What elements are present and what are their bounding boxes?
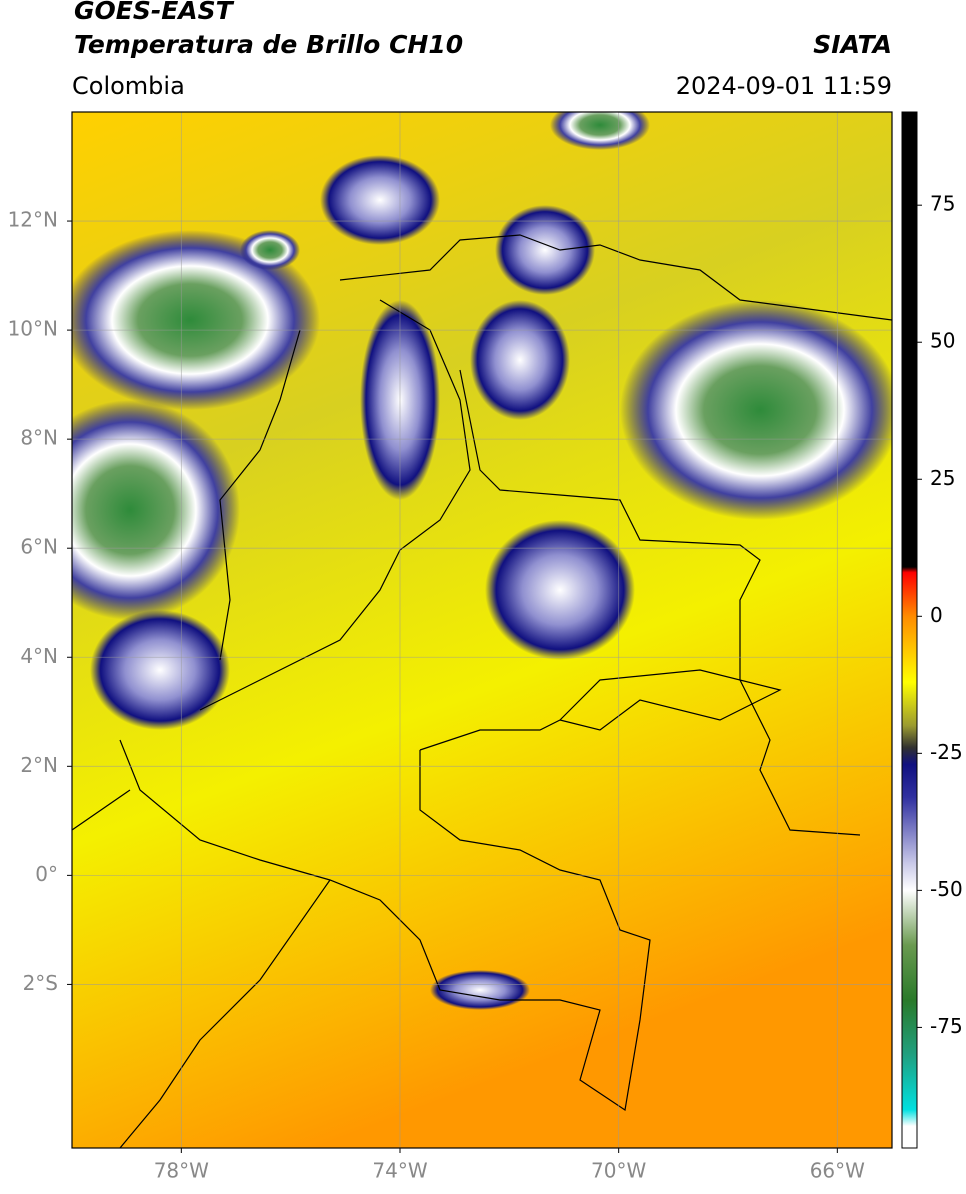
- colorbar-tick-label: -50: [930, 877, 963, 901]
- x-tick-label: 66°W: [810, 1159, 865, 1183]
- subtitle: Temperatura de Brillo CH10: [74, 30, 463, 59]
- map-frame: [71, 111, 893, 1149]
- timestamp: 2024-09-01 11:59: [676, 72, 892, 100]
- x-tick-label: 78°W: [154, 1159, 209, 1183]
- colorbar-tick-label: 75: [930, 192, 955, 216]
- y-tick-label: 0°: [35, 862, 58, 886]
- satellite-image: [72, 112, 892, 1148]
- source: SIATA: [813, 30, 892, 59]
- colorbar-tick-label: 50: [930, 329, 955, 353]
- x-tick-label: 74°W: [372, 1159, 427, 1183]
- y-tick-label: 6°N: [20, 535, 58, 559]
- colorbar-tick-label: 0: [930, 603, 943, 627]
- y-tick-label: 10°N: [8, 317, 58, 341]
- y-tick-label: 4°N: [20, 644, 58, 668]
- x-tick-label: 70°W: [591, 1159, 646, 1183]
- colorbar-tick-label: 25: [930, 466, 955, 490]
- y-tick-label: 12°N: [8, 208, 58, 232]
- y-tick-label: 2°S: [23, 971, 58, 995]
- region: Colombia: [72, 72, 185, 100]
- colorbar: [901, 111, 918, 1149]
- y-tick-label: 2°N: [20, 753, 58, 777]
- colorbar-tick-label: -25: [930, 740, 963, 764]
- colorbar-tick-label: -75: [930, 1014, 963, 1038]
- title: GOES-EAST: [74, 0, 235, 25]
- y-tick-label: 8°N: [20, 426, 58, 450]
